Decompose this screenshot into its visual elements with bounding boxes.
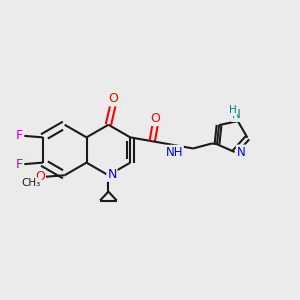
Text: F: F: [15, 129, 22, 142]
Text: O: O: [35, 170, 45, 183]
Text: F: F: [15, 158, 22, 171]
Text: O: O: [108, 92, 118, 105]
Text: H: H: [229, 105, 236, 116]
Text: N: N: [107, 168, 117, 181]
Text: N: N: [232, 108, 241, 121]
Text: NH: NH: [165, 146, 183, 159]
Text: O: O: [151, 112, 160, 125]
Text: CH₃: CH₃: [21, 178, 41, 188]
Text: N: N: [237, 146, 245, 158]
